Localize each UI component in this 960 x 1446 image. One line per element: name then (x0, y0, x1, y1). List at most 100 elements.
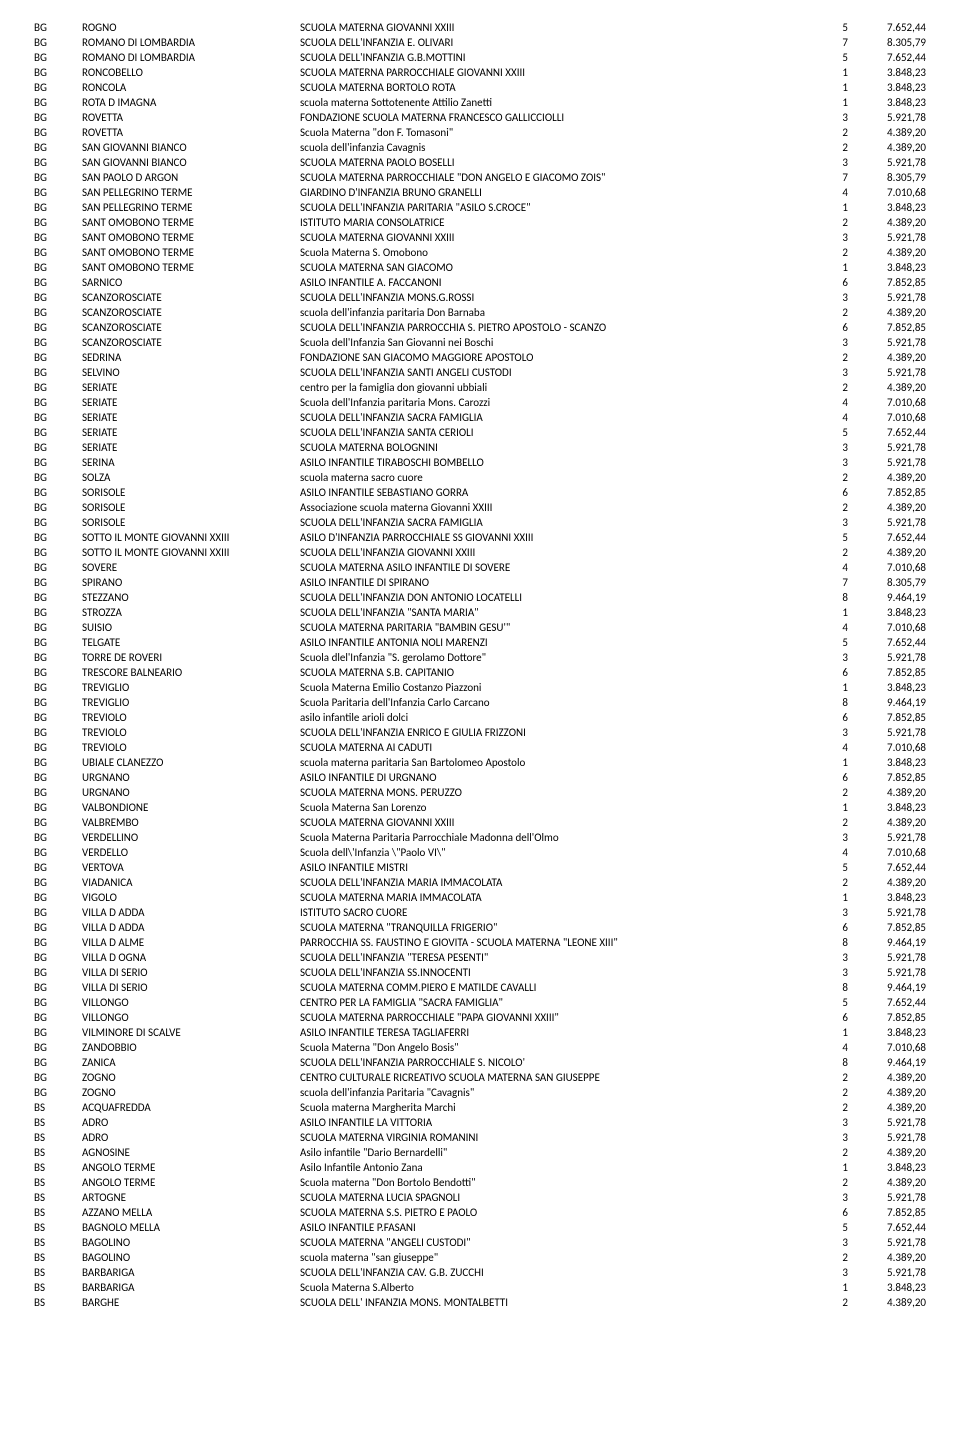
school-cell: scuola dell'infanzia Cavagnis (296, 140, 814, 155)
city-cell: SORISOLE (78, 515, 296, 530)
amount-cell: 9.464,19 (852, 590, 930, 605)
count-cell: 3 (814, 1190, 852, 1205)
city-cell: TREVIOLO (78, 710, 296, 725)
table-row: BGSPIRANOASILO INFANTILE DI SPIRANO78.30… (30, 575, 930, 590)
province-cell: BG (30, 470, 78, 485)
province-cell: BG (30, 20, 78, 35)
province-cell: BS (30, 1250, 78, 1265)
school-cell: Scuola Materna S. Omobono (296, 245, 814, 260)
table-row: BSADROSCUOLA MATERNA VIRGINIA ROMANINI35… (30, 1130, 930, 1145)
city-cell: ANGOLO TERME (78, 1160, 296, 1175)
province-cell: BG (30, 680, 78, 695)
amount-cell: 8.305,79 (852, 575, 930, 590)
city-cell: SCANZOROSCIATE (78, 305, 296, 320)
school-cell: SCUOLA DELL'INFANZIA PARITARIA "ASILO S.… (296, 200, 814, 215)
count-cell: 8 (814, 590, 852, 605)
school-cell: SCUOLA DELL'INFANZIA G.B.MOTTINI (296, 50, 814, 65)
city-cell: AZZANO MELLA (78, 1205, 296, 1220)
province-cell: BG (30, 770, 78, 785)
count-cell: 6 (814, 770, 852, 785)
amount-cell: 7.852,85 (852, 485, 930, 500)
city-cell: BAGOLINO (78, 1235, 296, 1250)
count-cell: 3 (814, 515, 852, 530)
table-row: BGSOVERESCUOLA MATERNA ASILO INFANTILE D… (30, 560, 930, 575)
province-cell: BG (30, 650, 78, 665)
amount-cell: 5.921,78 (852, 440, 930, 455)
table-row: BGVILLA D ADDAISTITUTO SACRO CUORE35.921… (30, 905, 930, 920)
school-cell: SCUOLA MATERNA GIOVANNI XXIII (296, 815, 814, 830)
amount-cell: 4.389,20 (852, 1250, 930, 1265)
city-cell: SOTTO IL MONTE GIOVANNI XXIII (78, 530, 296, 545)
amount-cell: 5.921,78 (852, 1265, 930, 1280)
school-cell: SCUOLA MATERNA S.B. CAPITANIO (296, 665, 814, 680)
table-row: BGSTROZZASCUOLA DELL'INFANZIA "SANTA MAR… (30, 605, 930, 620)
city-cell: SANT OMOBONO TERME (78, 215, 296, 230)
province-cell: BG (30, 935, 78, 950)
amount-cell: 3.848,23 (852, 605, 930, 620)
school-cell: SCUOLA MATERNA S.S. PIETRO E PAOLO (296, 1205, 814, 1220)
table-row: BSACQUAFREDDAScuola materna Margherita M… (30, 1100, 930, 1115)
school-cell: Scuola dell'Infanzia paritaria Mons. Car… (296, 395, 814, 410)
school-cell: Scuola materna "Don Bortolo Bendotti" (296, 1175, 814, 1190)
city-cell: SANT OMOBONO TERME (78, 245, 296, 260)
city-cell: VILMINORE DI SCALVE (78, 1025, 296, 1040)
amount-cell: 4.389,20 (852, 1145, 930, 1160)
province-cell: BS (30, 1145, 78, 1160)
school-cell: SCUOLA MATERNA AI CADUTI (296, 740, 814, 755)
city-cell: VALBREMBO (78, 815, 296, 830)
school-cell: ASILO INFANTILE A. FACCANONI (296, 275, 814, 290)
amount-cell: 7.652,44 (852, 1220, 930, 1235)
count-cell: 2 (814, 1085, 852, 1100)
count-cell: 5 (814, 995, 852, 1010)
city-cell: TRESCORE BALNEARIO (78, 665, 296, 680)
province-cell: BG (30, 710, 78, 725)
table-row: BGSERIATEcentro per la famiglia don giov… (30, 380, 930, 395)
count-cell: 2 (814, 1145, 852, 1160)
province-cell: BG (30, 635, 78, 650)
amount-cell: 5.921,78 (852, 335, 930, 350)
city-cell: VILLONGO (78, 995, 296, 1010)
count-cell: 2 (814, 1175, 852, 1190)
province-cell: BG (30, 545, 78, 560)
amount-cell: 5.921,78 (852, 650, 930, 665)
province-cell: BG (30, 1070, 78, 1085)
amount-cell: 3.848,23 (852, 1160, 930, 1175)
amount-cell: 7.852,85 (852, 770, 930, 785)
school-cell: ASILO INFANTILE TIRABOSCHI BOMBELLO (296, 455, 814, 470)
count-cell: 3 (814, 965, 852, 980)
table-row: BGVILLONGOSCUOLA MATERNA PARROCCHIALE "P… (30, 1010, 930, 1025)
school-cell: SCUOLA MATERNA ASILO INFANTILE DI SOVERE (296, 560, 814, 575)
count-cell: 1 (814, 680, 852, 695)
table-row: BGTRESCORE BALNEARIOSCUOLA MATERNA S.B. … (30, 665, 930, 680)
province-cell: BG (30, 515, 78, 530)
count-cell: 7 (814, 170, 852, 185)
table-row: BGTREVIOLOSCUOLA DELL'INFANZIA ENRICO E … (30, 725, 930, 740)
amount-cell: 5.921,78 (852, 830, 930, 845)
city-cell: ZANICA (78, 1055, 296, 1070)
table-row: BGSERIATEScuola dell'Infanzia paritaria … (30, 395, 930, 410)
count-cell: 2 (814, 380, 852, 395)
count-cell: 1 (814, 1025, 852, 1040)
province-cell: BG (30, 455, 78, 470)
province-cell: BG (30, 965, 78, 980)
table-row: BGSERIATESCUOLA DELL'INFANZIA SACRA FAMI… (30, 410, 930, 425)
province-cell: BG (30, 830, 78, 845)
province-cell: BS (30, 1100, 78, 1115)
count-cell: 2 (814, 470, 852, 485)
table-row: BGROMANO DI LOMBARDIASCUOLA DELL'INFANZI… (30, 35, 930, 50)
school-cell: FONDAZIONE SAN GIACOMO MAGGIORE APOSTOLO (296, 350, 814, 365)
amount-cell: 3.848,23 (852, 800, 930, 815)
table-row: BGROVETTAScuola Materna "don F. Tomasoni… (30, 125, 930, 140)
city-cell: SOTTO IL MONTE GIOVANNI XXIII (78, 545, 296, 560)
table-row: BSBAGOLINOscuola materna "san giuseppe"2… (30, 1250, 930, 1265)
school-cell: ISTITUTO MARIA CONSOLATRICE (296, 215, 814, 230)
school-cell: SCUOLA DELL'INFANZIA SANTI ANGELI CUSTOD… (296, 365, 814, 380)
table-row: BGTELGATEASILO INFANTILE ANTONIA NOLI MA… (30, 635, 930, 650)
city-cell: SANT OMOBONO TERME (78, 230, 296, 245)
province-cell: BG (30, 725, 78, 740)
count-cell: 3 (814, 830, 852, 845)
province-cell: BG (30, 395, 78, 410)
amount-cell: 5.921,78 (852, 1130, 930, 1145)
school-cell: SCUOLA DELL'INFANZIA SACRA FAMIGLIA (296, 410, 814, 425)
school-cell: PARROCCHIA SS. FAUSTINO E GIOVITA - SCUO… (296, 935, 814, 950)
